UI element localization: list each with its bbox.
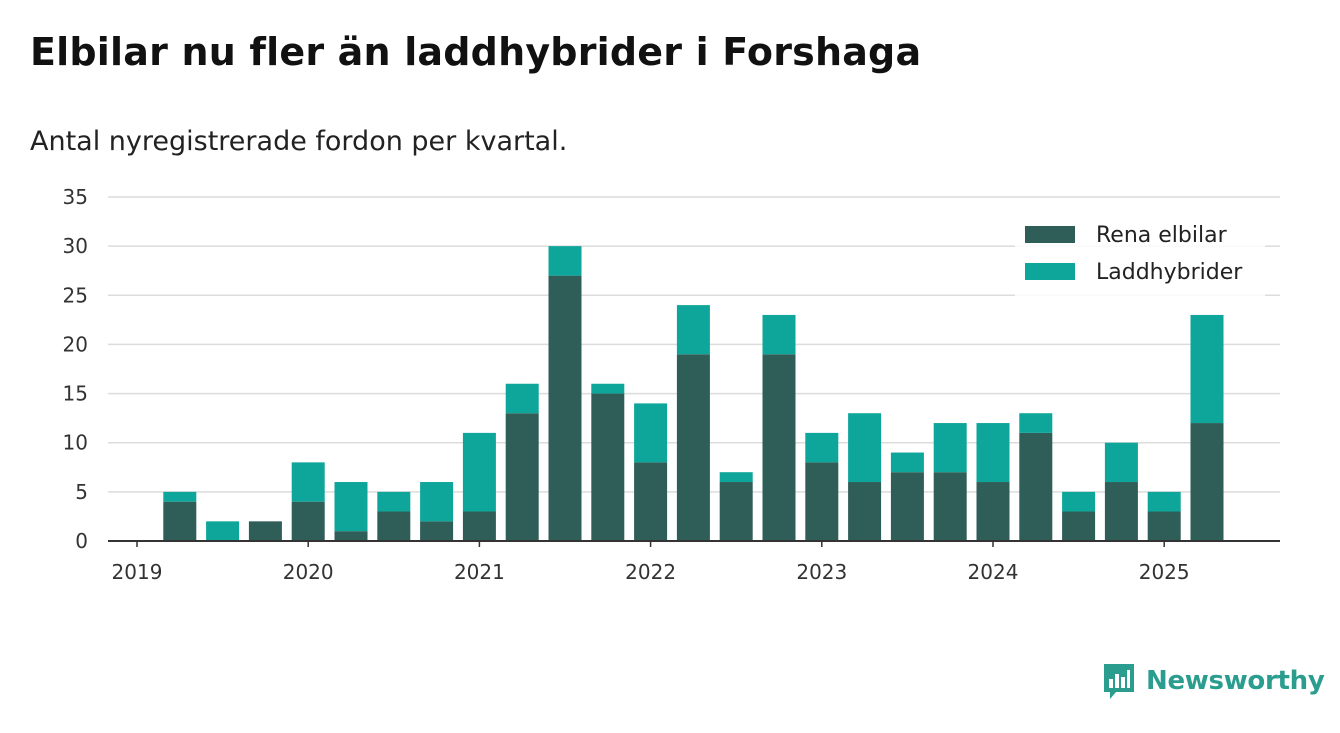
bar-laddhybrider-2024-Q3 [1062, 491, 1096, 512]
bar-laddhybrider-2021-Q2 [505, 383, 539, 414]
legend-label-rena-elbilar: Rena elbilar [1096, 223, 1228, 248]
x-tick-label-2021: 2021 [454, 560, 505, 584]
bar-rena-elbilar-2025-Q1 [1147, 511, 1181, 541]
x-tick-label-2023: 2023 [796, 560, 847, 584]
y-tick-label-35: 35 [63, 185, 88, 209]
bar-rena-elbilar-2022-Q3 [719, 482, 753, 541]
bar-laddhybrider-2019-Q2 [163, 491, 197, 502]
bar-rena-elbilar-2022-Q4 [762, 354, 796, 541]
bar-laddhybrider-2021-Q1 [462, 432, 496, 512]
y-tick-label-25: 25 [63, 283, 88, 307]
bar-laddhybrider-2024-Q1 [976, 423, 1010, 483]
x-tick-label-2020: 2020 [283, 560, 334, 584]
bar-rena-elbilar-2021-Q1 [462, 511, 496, 541]
x-tick-label-2019: 2019 [112, 560, 163, 584]
x-axis: 2019 2020 2021 2022 2023 2024 2025 [108, 540, 1280, 584]
bar-rena-elbilar-2024-Q4 [1104, 482, 1138, 541]
bar-rena-elbilar-2020-Q4 [420, 521, 454, 541]
brand-name: Newsworthy [1146, 666, 1325, 696]
y-tick-label-30: 30 [63, 234, 88, 258]
bar-rena-elbilar-2019-Q4 [248, 521, 282, 541]
bar-rena-elbilar-2024-Q3 [1062, 511, 1096, 541]
x-tick-label-2025: 2025 [1139, 560, 1190, 584]
bar-laddhybrider-2020-Q1 [291, 462, 325, 502]
bar-rena-elbilar-2023-Q3 [890, 472, 924, 541]
bar-laddhybrider-2019-Q3 [206, 521, 240, 541]
y-tick-label-0: 0 [75, 529, 88, 553]
bar-rena-elbilar-2023-Q2 [848, 482, 882, 541]
bar-laddhybrider-2022-Q3 [719, 472, 753, 483]
bar-rena-elbilar-2025-Q2 [1190, 423, 1224, 541]
bar-laddhybrider-2024-Q4 [1104, 442, 1138, 483]
bar-rena-elbilar-2024-Q1 [976, 482, 1010, 541]
x-tick-label-2022: 2022 [625, 560, 676, 584]
bar-laddhybrider-2022-Q1 [634, 403, 668, 463]
bars [163, 246, 1224, 541]
bar-laddhybrider-2022-Q2 [676, 305, 710, 355]
bar-rena-elbilar-2020-Q2 [334, 531, 368, 541]
bar-rena-elbilar-2023-Q4 [933, 472, 967, 541]
bar-chart-logo-icon [1104, 664, 1134, 699]
bar-laddhybrider-2023-Q3 [890, 452, 924, 473]
legend-swatch-rena-elbilar [1025, 226, 1075, 243]
legend-swatch-laddhybrider [1025, 263, 1075, 280]
bar-laddhybrider-2024-Q2 [1019, 413, 1053, 433]
bar-rena-elbilar-2023-Q1 [805, 462, 839, 541]
legend: Rena elbilar Laddhybrider [1015, 212, 1265, 296]
bar-laddhybrider-2023-Q1 [805, 432, 839, 463]
legend-label-laddhybrider: Laddhybrider [1096, 260, 1243, 285]
bar-rena-elbilar-2022-Q1 [634, 462, 668, 541]
bar-laddhybrider-2023-Q4 [933, 423, 967, 473]
chart-title: Elbilar nu fler än laddhybrider i Forsha… [30, 30, 922, 74]
bar-laddhybrider-2025-Q2 [1190, 314, 1224, 424]
y-tick-label-10: 10 [63, 431, 88, 455]
newsworthy-logo: Newsworthy [1102, 662, 1325, 700]
bar-laddhybrider-2020-Q3 [377, 491, 411, 512]
y-tick-label-5: 5 [75, 480, 88, 504]
bar-rena-elbilar-2020-Q3 [377, 511, 411, 541]
bar-rena-elbilar-2021-Q4 [591, 393, 625, 541]
y-tick-label-20: 20 [63, 332, 88, 356]
bar-laddhybrider-2023-Q2 [848, 413, 882, 483]
chart-subtitle: Antal nyregistrerade fordon per kvartal. [30, 126, 568, 157]
bar-laddhybrider-2021-Q3 [548, 246, 582, 276]
bar-laddhybrider-2025-Q1 [1147, 491, 1181, 512]
bar-rena-elbilar-2020-Q1 [291, 501, 325, 541]
bar-laddhybrider-2022-Q4 [762, 314, 796, 355]
bar-rena-elbilar-2021-Q3 [548, 275, 582, 541]
y-axis-ticks: 0 5 10 15 20 25 30 35 [63, 185, 88, 553]
bar-laddhybrider-2020-Q4 [420, 482, 454, 522]
bar-laddhybrider-2020-Q2 [334, 482, 368, 532]
bar-rena-elbilar-2019-Q2 [163, 501, 197, 541]
bar-laddhybrider-2021-Q4 [591, 383, 625, 394]
bar-rena-elbilar-2024-Q2 [1019, 432, 1053, 541]
bar-rena-elbilar-2021-Q2 [505, 413, 539, 541]
y-tick-label-15: 15 [63, 382, 88, 406]
x-tick-label-2024: 2024 [968, 560, 1019, 584]
bar-rena-elbilar-2022-Q2 [676, 354, 710, 541]
